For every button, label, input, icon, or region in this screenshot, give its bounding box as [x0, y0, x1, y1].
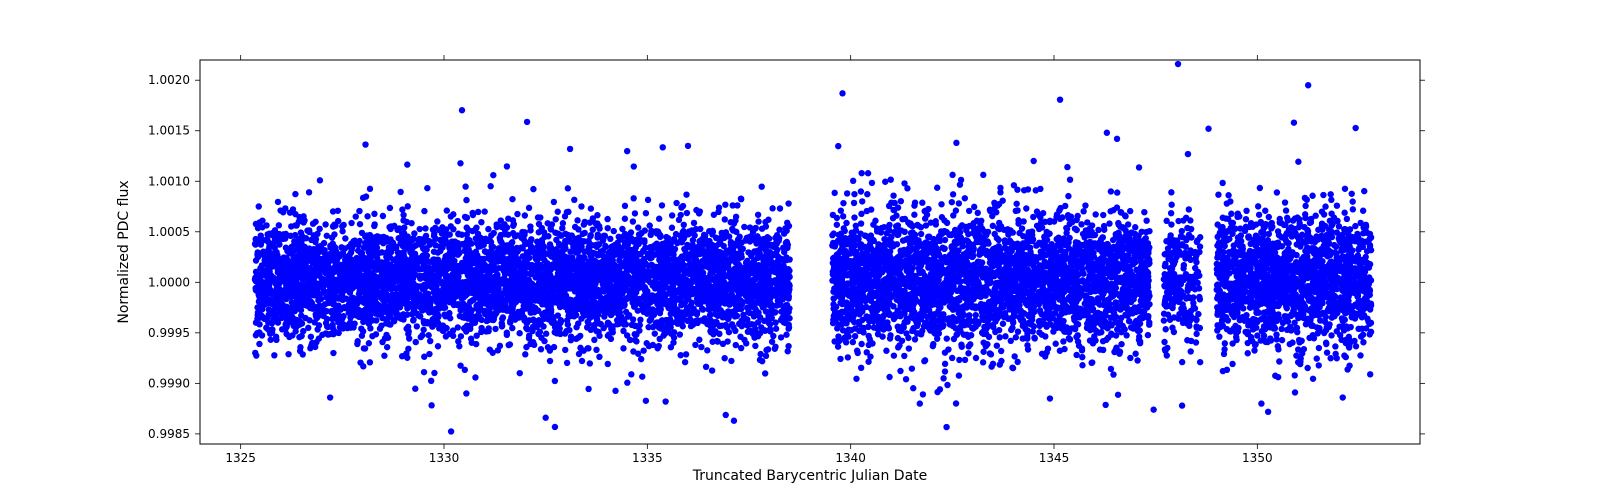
x-tick-label: 1350	[1242, 451, 1273, 465]
x-tick-label: 1345	[1039, 451, 1070, 465]
x-tick-label: 1330	[429, 451, 460, 465]
x-axis-label: Truncated Barycentric Julian Date	[692, 468, 928, 484]
y-tick-label: 0.9995	[148, 326, 190, 340]
y-tick-label: 0.9990	[148, 376, 190, 390]
y-tick-label: 1.0010	[148, 174, 190, 188]
y-tick-label: 1.0015	[148, 124, 190, 138]
x-tick-label: 1325	[225, 451, 256, 465]
x-tick-label: 1340	[835, 451, 866, 465]
x-tick-label: 1335	[632, 451, 663, 465]
scatter-chart: 1325 1330 1335 1340 1345 1350 0.9985 0.9990 0.9…	[0, 0, 1600, 500]
y-tick-label: 1.0000	[148, 275, 190, 289]
scatter-points	[252, 61, 1375, 435]
y-tick-label: 1.0020	[148, 73, 190, 87]
y-axis-label: Normalized PDC flux	[116, 180, 132, 323]
y-tick-label: 0.9985	[148, 427, 190, 441]
chart-container: 1325 1330 1335 1340 1345 1350 0.9985 0.9990 0.9…	[0, 0, 1600, 500]
y-tick-label: 1.0005	[148, 225, 190, 239]
